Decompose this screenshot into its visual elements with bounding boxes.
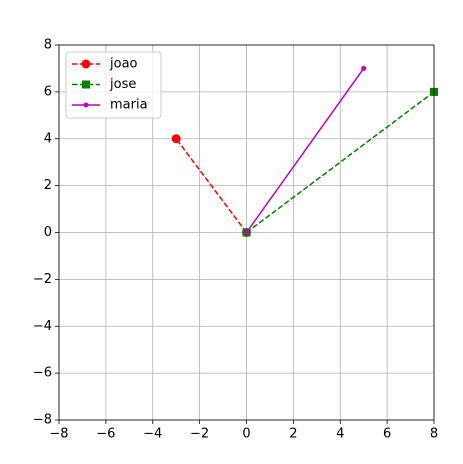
x-tick-label: −2 — [190, 427, 209, 442]
y-tick-label: −4 — [33, 319, 52, 334]
y-tick-label: 2 — [44, 178, 52, 193]
y-tick-label: −2 — [33, 272, 52, 287]
series-line — [175, 138, 248, 233]
x-tick-label: 4 — [336, 427, 344, 442]
x-tick-label: 6 — [383, 427, 391, 442]
x-tick-label: 8 — [430, 427, 438, 442]
y-tick-label: 0 — [44, 225, 52, 240]
x-tick-label: 2 — [289, 427, 297, 442]
legend-label: maria — [110, 98, 148, 113]
legend-label: joao — [109, 57, 138, 72]
x-tick-label: −8 — [49, 427, 68, 442]
series-line — [245, 68, 365, 233]
marker — [244, 230, 249, 235]
marker — [361, 65, 367, 71]
x-tick-label: 0 — [242, 427, 250, 442]
y-tick-label: −8 — [33, 413, 52, 428]
y-tick-label: −6 — [33, 366, 52, 381]
legend-marker — [83, 102, 89, 108]
legend-marker — [82, 80, 90, 89]
legend-box — [65, 51, 162, 119]
y-tick-label: 8 — [44, 38, 52, 53]
plot-frame — [58, 44, 435, 421]
x-tick-label: −4 — [143, 427, 162, 442]
legend-marker — [81, 59, 91, 69]
y-tick-label: 4 — [44, 131, 52, 146]
marker — [171, 134, 181, 144]
x-tick-label: −6 — [96, 427, 115, 442]
legend-label: jose — [109, 77, 136, 92]
y-tick-label: 6 — [44, 84, 52, 99]
